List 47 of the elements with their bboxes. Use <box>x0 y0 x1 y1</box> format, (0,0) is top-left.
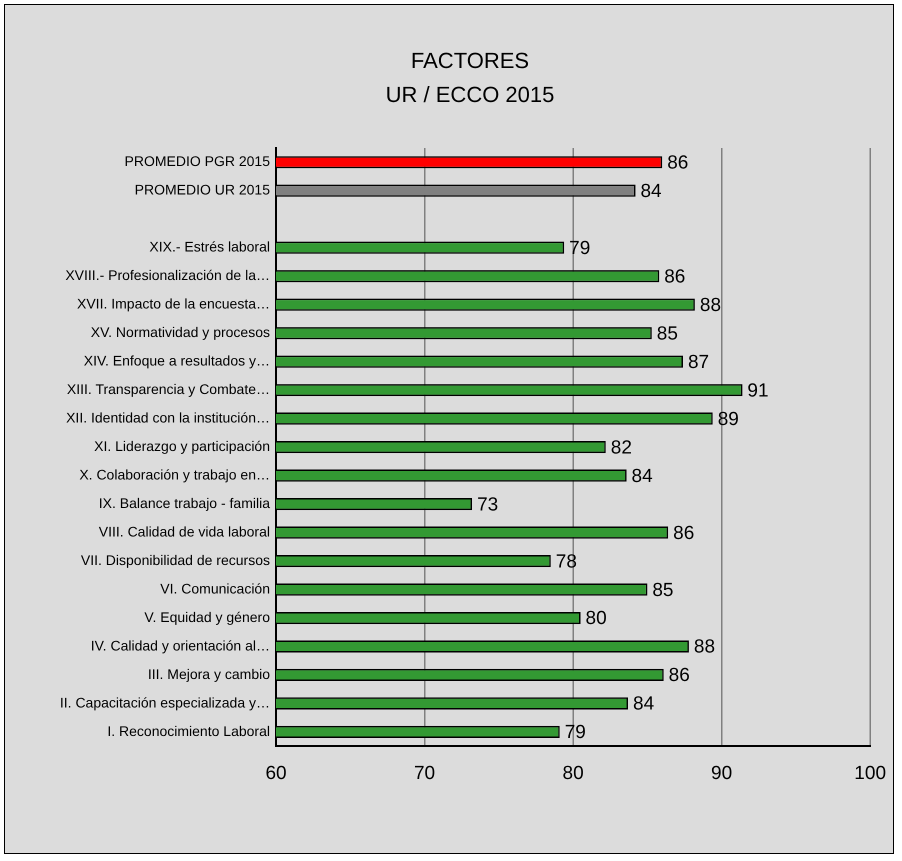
data-label: 80 <box>586 608 607 630</box>
data-label: 84 <box>640 180 662 202</box>
y-tick-label: XVII. Impacto de la encuesta… <box>77 296 270 312</box>
y-tick-label: PROMEDIO UR 2015 <box>134 182 270 198</box>
data-label: 85 <box>652 580 674 601</box>
y-tick-label: XIX.- Estrés laboral <box>149 238 270 255</box>
data-label: 88 <box>694 636 716 658</box>
y-tick-label: PROMEDIO PGR 2015 <box>124 153 270 170</box>
data-label: 88 <box>700 294 722 316</box>
y-tick-label: VII. Disponibilidad de recursos <box>80 552 270 568</box>
data-label: 85 <box>656 323 678 344</box>
data-label: 84 <box>632 466 654 487</box>
y-tick-label: XIII. Transparencia y Combate… <box>66 380 270 397</box>
data-label: 82 <box>610 437 632 458</box>
x-tick-label: 100 <box>854 762 886 784</box>
y-tick-label: III. Mejora y cambio <box>148 666 270 682</box>
data-label: 87 <box>688 352 710 373</box>
data-label: 73 <box>477 494 498 516</box>
x-tick-label: 90 <box>711 762 732 784</box>
data-label: 89 <box>718 408 739 430</box>
y-tick-label: X. Colaboración y trabajo en… <box>79 466 270 482</box>
y-tick-label: XV. Normatividad y procesos <box>90 324 270 340</box>
data-label: 79 <box>564 722 586 744</box>
y-tick-label: XIV. Enfoque a resultados y… <box>84 352 270 368</box>
chart-subtitle: UR / ECCO 2015 <box>386 82 554 108</box>
y-tick-label: I. Reconocimiento Laboral <box>107 722 270 739</box>
x-tick-label: 70 <box>414 762 436 784</box>
data-label: 79 <box>569 238 590 259</box>
x-tick-label: 60 <box>265 762 287 784</box>
data-label: 84 <box>633 694 655 715</box>
y-tick-label: XVIII.- Profesionalización de la… <box>65 267 270 284</box>
y-tick-label: V. Equidad y género <box>144 608 270 625</box>
y-tick-label: VI. Comunicación <box>160 580 270 596</box>
y-tick-label: VIII. Calidad de vida laboral <box>98 523 270 540</box>
data-label: 78 <box>556 551 577 572</box>
data-label: 91 <box>747 380 769 402</box>
y-tick-label: IV. Calidad y orientación al… <box>90 637 270 654</box>
y-tick-label: XI. Liderazgo y participación <box>94 438 270 454</box>
data-label: 86 <box>664 266 686 288</box>
chart-title: FACTORES <box>410 48 530 74</box>
y-tick-label: IX. Balance trabajo - familia <box>98 494 270 511</box>
x-tick-label: 80 <box>562 762 584 784</box>
y-tick-label: II. Capacitación especializada y… <box>60 694 270 710</box>
data-label: 86 <box>668 665 690 686</box>
data-label: 86 <box>667 152 688 174</box>
data-label: 86 <box>673 522 694 544</box>
y-tick-label: XII. Identidad con la institución… <box>66 409 270 426</box>
